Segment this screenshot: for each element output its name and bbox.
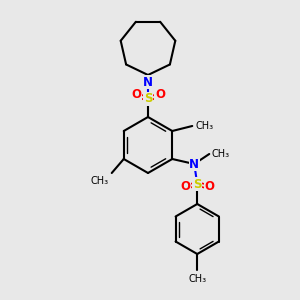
Text: CH₃: CH₃ — [211, 149, 230, 159]
Text: N: N — [143, 76, 153, 88]
Text: O: O — [180, 181, 190, 194]
Text: O: O — [155, 88, 165, 101]
Text: S: S — [144, 92, 152, 106]
Text: CH₃: CH₃ — [188, 274, 206, 284]
Text: CH₃: CH₃ — [91, 176, 109, 186]
Text: O: O — [131, 88, 141, 101]
Text: CH₃: CH₃ — [195, 121, 213, 131]
Text: O: O — [204, 181, 214, 194]
Text: N: N — [189, 158, 199, 170]
Text: S: S — [193, 178, 202, 190]
